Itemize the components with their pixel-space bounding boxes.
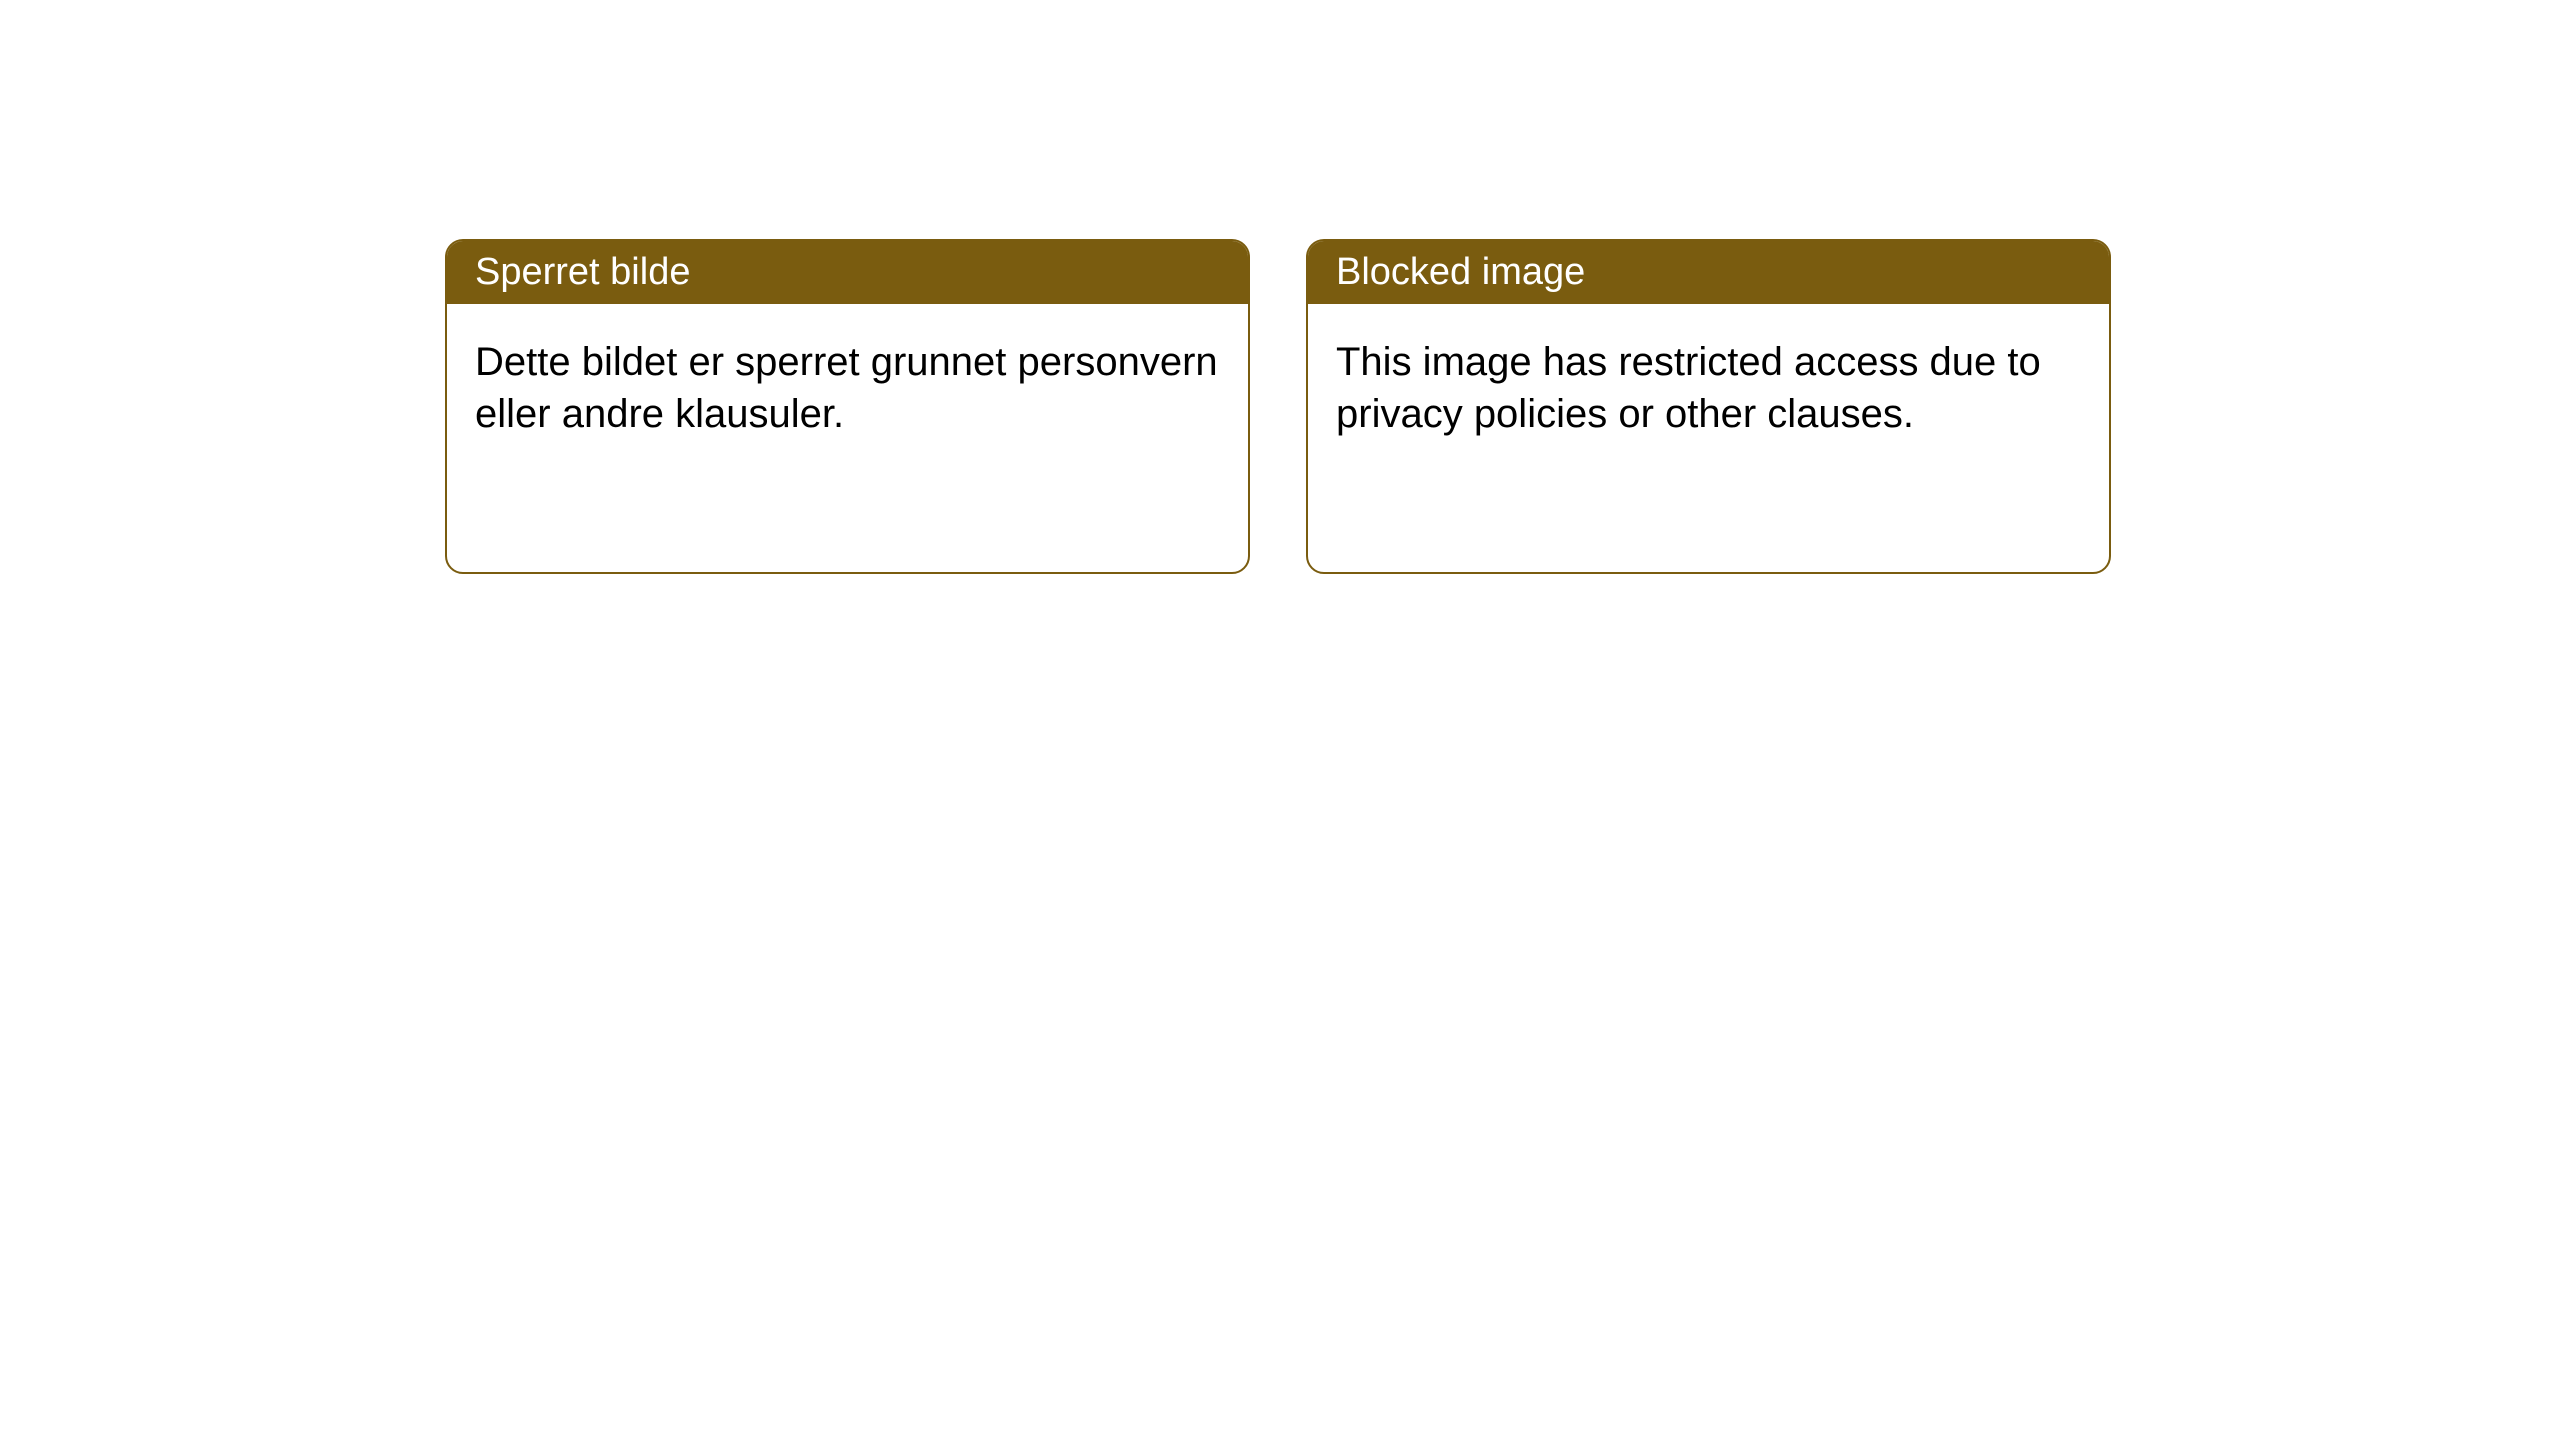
notice-header-en: Blocked image [1308,241,2109,304]
notice-body-en: This image has restricted access due to … [1308,304,2109,472]
notice-body-no: Dette bildet er sperret grunnet personve… [447,304,1248,472]
notice-card-en: Blocked image This image has restricted … [1306,239,2111,574]
notice-card-no: Sperret bilde Dette bildet er sperret gr… [445,239,1250,574]
notice-container: Sperret bilde Dette bildet er sperret gr… [0,0,2560,574]
notice-header-no: Sperret bilde [447,241,1248,304]
